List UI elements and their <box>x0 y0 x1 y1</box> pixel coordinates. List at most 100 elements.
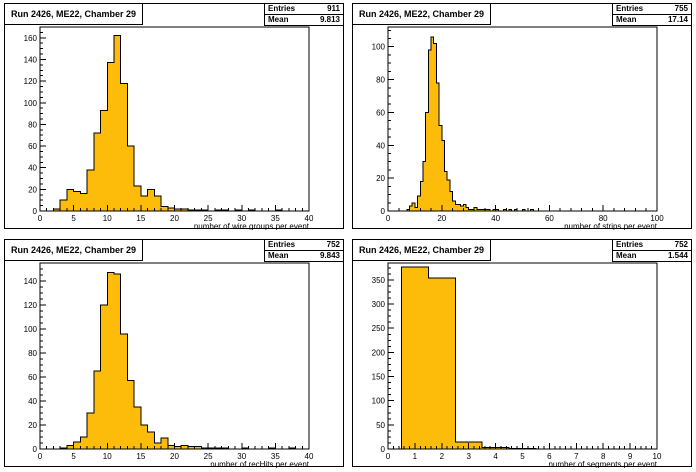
x-tick-label: 15 <box>136 452 145 461</box>
histogram-bar <box>414 207 418 211</box>
histogram-bar <box>201 447 209 449</box>
x-tick-label: 80 <box>599 214 608 223</box>
x-axis-label: number of strips per event <box>564 222 658 230</box>
x-tick-label: 40 <box>305 452 314 461</box>
histogram-bar <box>80 193 88 211</box>
histogram-bar <box>147 189 155 211</box>
panel-title: Run 2426, ME22, Chamber 29 <box>353 240 492 261</box>
y-tick-label: 80 <box>28 120 37 129</box>
histogram-bar <box>433 43 437 211</box>
x-tick-label: 0 <box>38 214 43 223</box>
histogram-bar <box>221 209 229 211</box>
histogram-bar <box>80 437 88 449</box>
x-tick-label: 3 <box>466 452 471 461</box>
y-tick-label: 100 <box>24 325 38 334</box>
x-axis-label: number of segments per event <box>548 460 657 468</box>
mean-label: Mean <box>616 251 637 260</box>
panel-title: Run 2426, ME22, Chamber 29 <box>5 4 144 25</box>
y-tick-label: 0 <box>33 445 38 454</box>
histogram-bar <box>425 112 429 211</box>
x-tick-label: 40 <box>305 214 314 223</box>
plot-frame <box>387 26 658 212</box>
histogram-bar <box>428 277 456 449</box>
histogram-bar <box>248 209 256 211</box>
x-tick-label: 100 <box>650 214 664 223</box>
histogram-bar <box>439 125 442 211</box>
histogram-panel-wire-groups: 0 5 10 15 20 25 30 35 40 0 20 40 60 80 100 120 140 160 num… <box>4 3 344 230</box>
x-tick-label: 30 <box>237 452 246 461</box>
x-axis-label: number of recHits per event <box>210 460 309 468</box>
histogram-bar <box>492 209 496 211</box>
x-tick-label: 5 <box>520 452 525 461</box>
histogram-bar <box>107 272 114 449</box>
x-tick-label: 0 <box>38 452 43 461</box>
y-tick-label: 80 <box>28 349 37 358</box>
histogram-bar <box>53 208 61 211</box>
x-tick-label: 2 <box>440 452 445 461</box>
entries-value: 911 <box>327 4 340 13</box>
histogram-bar <box>167 445 175 449</box>
y-tick-label: 0 <box>381 207 386 216</box>
histogram-bar <box>208 447 215 449</box>
histogram-bar <box>275 209 283 211</box>
x-tick-label: 0 <box>386 452 391 461</box>
histogram-bar <box>235 209 242 211</box>
histogram-bar <box>471 209 475 211</box>
y-tick-label: 150 <box>372 373 386 382</box>
y-tick-label: 0 <box>33 207 38 216</box>
histogram-bar <box>468 209 472 211</box>
histogram-bar <box>66 189 74 211</box>
y-tick-label: 50 <box>376 421 385 430</box>
histogram-bar <box>134 407 141 449</box>
histogram-panel-segments: 0 1 2 3 4 5 6 7 8 9 10 0 50 100 150 200 250 300 350 number … <box>352 239 692 468</box>
histogram-bar <box>460 206 464 211</box>
y-tick-label: 40 <box>376 141 385 150</box>
histogram-bar <box>113 273 121 449</box>
histogram-bar <box>428 50 432 211</box>
x-tick-label: 0 <box>386 214 391 223</box>
histogram-bar <box>107 62 114 211</box>
y-tick-label: 40 <box>28 397 37 406</box>
entries-value: 752 <box>674 240 688 249</box>
y-tick-label: 60 <box>28 373 37 382</box>
stats-box: Entries 911 Mean 9.813 <box>264 4 343 26</box>
histogram-bar <box>514 209 518 211</box>
histogram-bar <box>113 35 121 212</box>
x-tick-label: 5 <box>71 452 76 461</box>
histogram-bar <box>73 191 81 211</box>
entries-value: 752 <box>326 240 340 249</box>
x-tick-label: 35 <box>271 214 280 223</box>
histogram-bar <box>194 209 202 211</box>
histogram-bar <box>140 195 148 211</box>
histogram-bar <box>457 204 461 211</box>
histogram-panel-rechits: 0 5 10 15 20 25 30 35 40 0 20 40 60 80 100 120 140 number… <box>4 239 344 468</box>
y-tick-label: 20 <box>28 421 37 430</box>
histogram-bar <box>187 446 195 449</box>
histogram-bar <box>449 191 453 211</box>
histogram-bar <box>268 447 276 449</box>
x-tick-label: 1 <box>413 452 418 461</box>
y-tick-label: 40 <box>28 164 37 173</box>
plot-frame <box>39 26 310 212</box>
y-tick-label: 300 <box>372 300 386 309</box>
histogram-bar <box>431 36 434 211</box>
histogram-bar <box>241 447 249 449</box>
histogram-bar <box>87 413 94 449</box>
histogram-bar <box>87 169 94 211</box>
histogram-bar <box>417 196 421 211</box>
histogram-bars <box>406 36 534 211</box>
histogram-bar <box>474 207 477 211</box>
histogram-panel-strips: 0 20 40 60 80 100 0 20 40 60 80 100 number of strips… <box>352 3 692 230</box>
y-tick-label: 0 <box>381 445 386 454</box>
histogram-bar <box>120 333 128 449</box>
histogram-bar <box>221 447 229 449</box>
x-tick-label: 7 <box>574 452 579 461</box>
histogram-bar <box>436 82 440 211</box>
histogram-rechits: 0 5 10 15 20 25 30 35 40 0 20 40 60 80 100 120 140 number… <box>24 262 314 468</box>
y-tick-label: 20 <box>376 174 385 183</box>
histogram-bar <box>455 204 458 211</box>
y-tick-label: 160 <box>24 34 38 43</box>
histogram-bar <box>422 161 426 211</box>
y-tick-label: 120 <box>24 301 38 310</box>
